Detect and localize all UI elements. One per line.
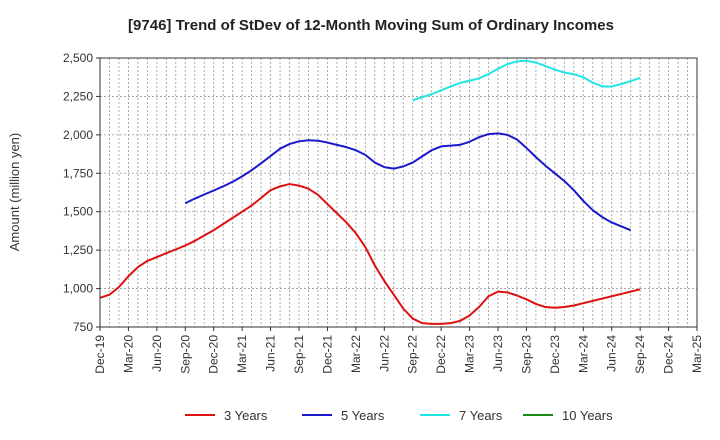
x-tick-label: Dec-22 [434,335,448,374]
y-tick-label: 750 [73,320,93,334]
x-tick-label: Jun-23 [491,335,505,372]
x-tick-label: Mar-22 [349,335,363,373]
y-axis: 750 1,000 1,250 1,500 1,750 2,000 2,250 2,500 [63,51,100,334]
x-tick-label: Sep-20 [178,335,192,374]
x-tick-label: Mar-23 [463,335,477,373]
x-tick-label: Sep-24 [633,335,647,374]
series-layer [99,59,641,325]
series-line-3-years [99,183,641,325]
x-tick-label: Sep-23 [519,335,533,374]
x-tick-label: Dec-24 [662,335,676,374]
y-tick-label: 1,000 [63,282,93,296]
x-tick-label: Dec-19 [93,335,107,374]
series-line-7-years [412,59,641,102]
legend: 3 Years 5 Years 7 Years 10 Years [185,408,613,423]
y-tick-label: 1,500 [63,205,93,219]
plot-frame [99,57,698,328]
y-axis-label: Amount (million yen) [7,133,22,252]
x-tick-label: Jun-21 [264,335,278,372]
x-tick-label: Mar-24 [576,335,590,373]
y-tick-label: 2,250 [63,89,93,103]
legend-label: 5 Years [341,408,385,423]
x-tick-label: Sep-21 [292,335,306,374]
legend-label: 10 Years [562,408,613,423]
x-tick-label: Jun-22 [377,335,391,372]
plot-area [99,57,698,328]
x-tick-label: Dec-20 [207,335,221,374]
y-tick-label: 1,750 [63,166,93,180]
x-tick-label: Mar-25 [690,335,704,373]
x-tick-label: Jun-20 [150,335,164,372]
x-tick-label: Mar-21 [235,335,249,373]
y-tick-label: 2,500 [63,51,93,65]
x-axis: Dec-19 Mar-20 Jun-20 Sep-20 Dec-20 Mar-21 Jun-… [93,327,704,374]
series-line-5-years [184,132,632,232]
x-tick-label: Sep-22 [406,335,420,374]
x-tick-label: Dec-23 [548,335,562,374]
legend-label: 3 Years [224,408,268,423]
plot-background [100,58,697,327]
gridlines [100,57,697,328]
x-tick-label: Dec-21 [320,335,334,374]
legend-label: 7 Years [459,408,503,423]
chart-title: [9746] Trend of StDev of 12-Month Moving… [128,17,614,34]
x-tick-label: Mar-20 [121,335,135,373]
y-tick-label: 2,000 [63,128,93,142]
y-tick-label: 1,250 [63,243,93,257]
x-tick-label: Jun-24 [605,335,619,372]
